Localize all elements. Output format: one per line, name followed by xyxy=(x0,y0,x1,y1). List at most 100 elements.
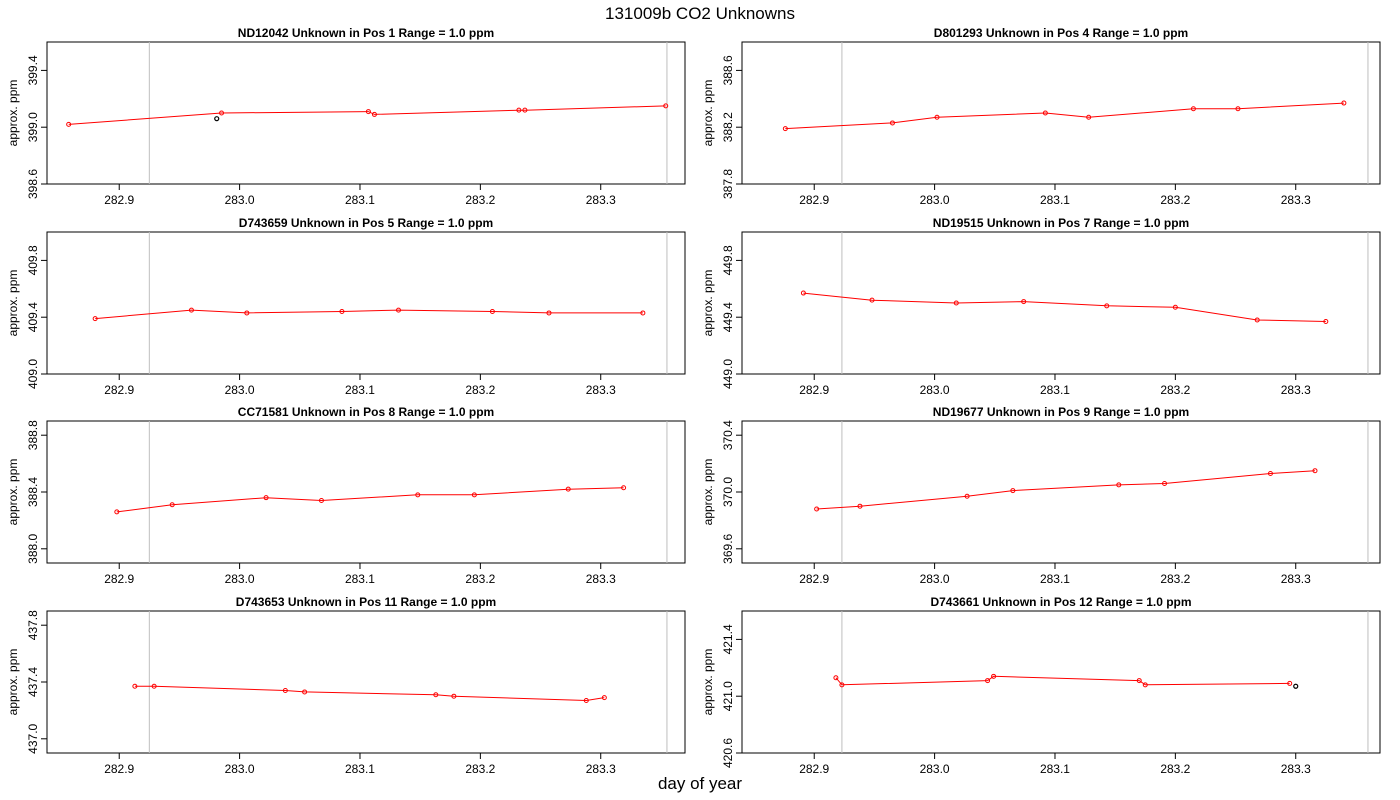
x-tick-label: 283.3 xyxy=(1281,383,1311,397)
panel-7: D743653 Unknown in Pos 11 Range = 1.0 pp… xyxy=(6,595,686,776)
data-point xyxy=(1162,480,1168,486)
y-tick-label: 399.4 xyxy=(26,55,40,85)
x-tick-label: 283.3 xyxy=(1281,762,1311,776)
data-point xyxy=(1010,488,1016,494)
data-point xyxy=(782,126,788,132)
data-point xyxy=(583,697,589,703)
y-tick-label: 388.4 xyxy=(26,477,40,507)
y-tick-label: 437.4 xyxy=(26,667,40,697)
x-tick-label: 283.0 xyxy=(920,193,950,207)
x-tick-label: 283.1 xyxy=(345,383,375,397)
y-tick-label: 398.6 xyxy=(26,169,40,199)
data-point xyxy=(663,103,669,109)
x-tick-label: 283.3 xyxy=(586,383,616,397)
plot-frame xyxy=(46,231,686,375)
data-point xyxy=(1267,471,1273,477)
data-point xyxy=(991,673,997,679)
data-point xyxy=(565,486,571,492)
x-tick-label: 282.9 xyxy=(104,762,134,776)
y-tick-label: 370.4 xyxy=(721,420,735,450)
data-point xyxy=(1142,682,1148,688)
data-point xyxy=(621,485,627,491)
data-point xyxy=(169,502,175,508)
data-point xyxy=(839,682,845,688)
data-point xyxy=(814,506,820,512)
x-tick-label: 283.2 xyxy=(1160,383,1190,397)
page-title: 131009b CO2 Unknowns xyxy=(605,4,795,23)
y-tick-label: 387.8 xyxy=(721,169,735,199)
data-point xyxy=(1116,482,1122,488)
data-point xyxy=(132,683,138,689)
data-point xyxy=(263,495,269,501)
data-point xyxy=(516,107,522,113)
data-point xyxy=(522,107,528,113)
y-tick-label: 449.0 xyxy=(721,359,735,389)
data-point xyxy=(66,121,72,127)
y-tick-label: 388.0 xyxy=(26,533,40,563)
x-tick-label: 283.0 xyxy=(225,383,255,397)
data-point xyxy=(318,498,324,504)
x-tick-label: 282.9 xyxy=(799,383,829,397)
x-tick-label: 283.2 xyxy=(1160,193,1190,207)
x-tick-label: 282.9 xyxy=(799,762,829,776)
x-tick-label: 283.3 xyxy=(1281,193,1311,207)
series-line xyxy=(835,675,1290,686)
x-tick-label: 283.1 xyxy=(345,572,375,586)
x-tick-label: 283.3 xyxy=(586,193,616,207)
data-point xyxy=(1341,100,1347,106)
x-tick-label: 283.0 xyxy=(920,572,950,586)
panel-2: D801293 Unknown in Pos 4 Range = 1.0 ppm… xyxy=(701,26,1381,207)
data-point xyxy=(151,683,157,689)
data-point xyxy=(869,297,875,303)
x-tick-label: 283.3 xyxy=(1281,572,1311,586)
data-point xyxy=(934,114,940,120)
data-point xyxy=(1086,114,1092,120)
x-tick-label: 283.0 xyxy=(225,572,255,586)
data-point xyxy=(471,492,477,498)
data-point xyxy=(1104,303,1110,309)
x-tick-label: 283.0 xyxy=(225,762,255,776)
y-tick-label: 409.8 xyxy=(26,245,40,275)
x-tick-label: 283.1 xyxy=(1040,193,1070,207)
y-tick-label: 449.4 xyxy=(721,302,735,332)
x-tick-label: 283.3 xyxy=(586,762,616,776)
data-point xyxy=(1136,678,1142,684)
series-line xyxy=(68,105,666,125)
plot-frame xyxy=(741,610,1381,754)
data-point xyxy=(302,689,308,695)
x-tick-label: 282.9 xyxy=(104,383,134,397)
y-tick-label: 409.4 xyxy=(26,302,40,332)
series-line xyxy=(134,685,605,702)
panel-title: D743661 Unknown in Pos 12 Range = 1.0 pp… xyxy=(930,595,1191,609)
plot-frame xyxy=(46,41,686,185)
y-axis-label: approx. ppm xyxy=(6,270,20,337)
y-tick-label: 399.0 xyxy=(26,112,40,142)
data-point xyxy=(433,692,439,698)
y-tick-label: 409.0 xyxy=(26,359,40,389)
data-point xyxy=(1287,680,1293,686)
y-axis-label: approx. ppm xyxy=(701,270,715,337)
data-point xyxy=(365,109,371,115)
data-point xyxy=(800,290,806,296)
data-point xyxy=(1312,468,1318,474)
data-point xyxy=(489,309,495,315)
panel-title: CC71581 Unknown in Pos 8 Range = 1.0 ppm xyxy=(238,405,494,419)
series-line xyxy=(816,470,1316,510)
series-line xyxy=(95,309,643,320)
y-tick-label: 388.8 xyxy=(26,420,40,450)
data-point xyxy=(1042,110,1048,116)
data-point xyxy=(833,675,839,681)
y-tick-label: 369.6 xyxy=(721,533,735,563)
panel-3: D743659 Unknown in Pos 5 Range = 1.0 ppm… xyxy=(6,216,686,397)
data-point xyxy=(601,695,607,701)
plot-frame xyxy=(46,420,686,564)
y-axis-label: approx. ppm xyxy=(701,459,715,526)
data-point xyxy=(953,300,959,306)
plot-frame xyxy=(46,610,686,754)
panel-title: ND12042 Unknown in Pos 1 Range = 1.0 ppm xyxy=(238,26,494,40)
plot-frame xyxy=(741,41,1381,185)
x-tick-label: 283.2 xyxy=(465,193,495,207)
y-tick-label: 388.6 xyxy=(721,55,735,85)
y-tick-label: 421.0 xyxy=(721,681,735,711)
